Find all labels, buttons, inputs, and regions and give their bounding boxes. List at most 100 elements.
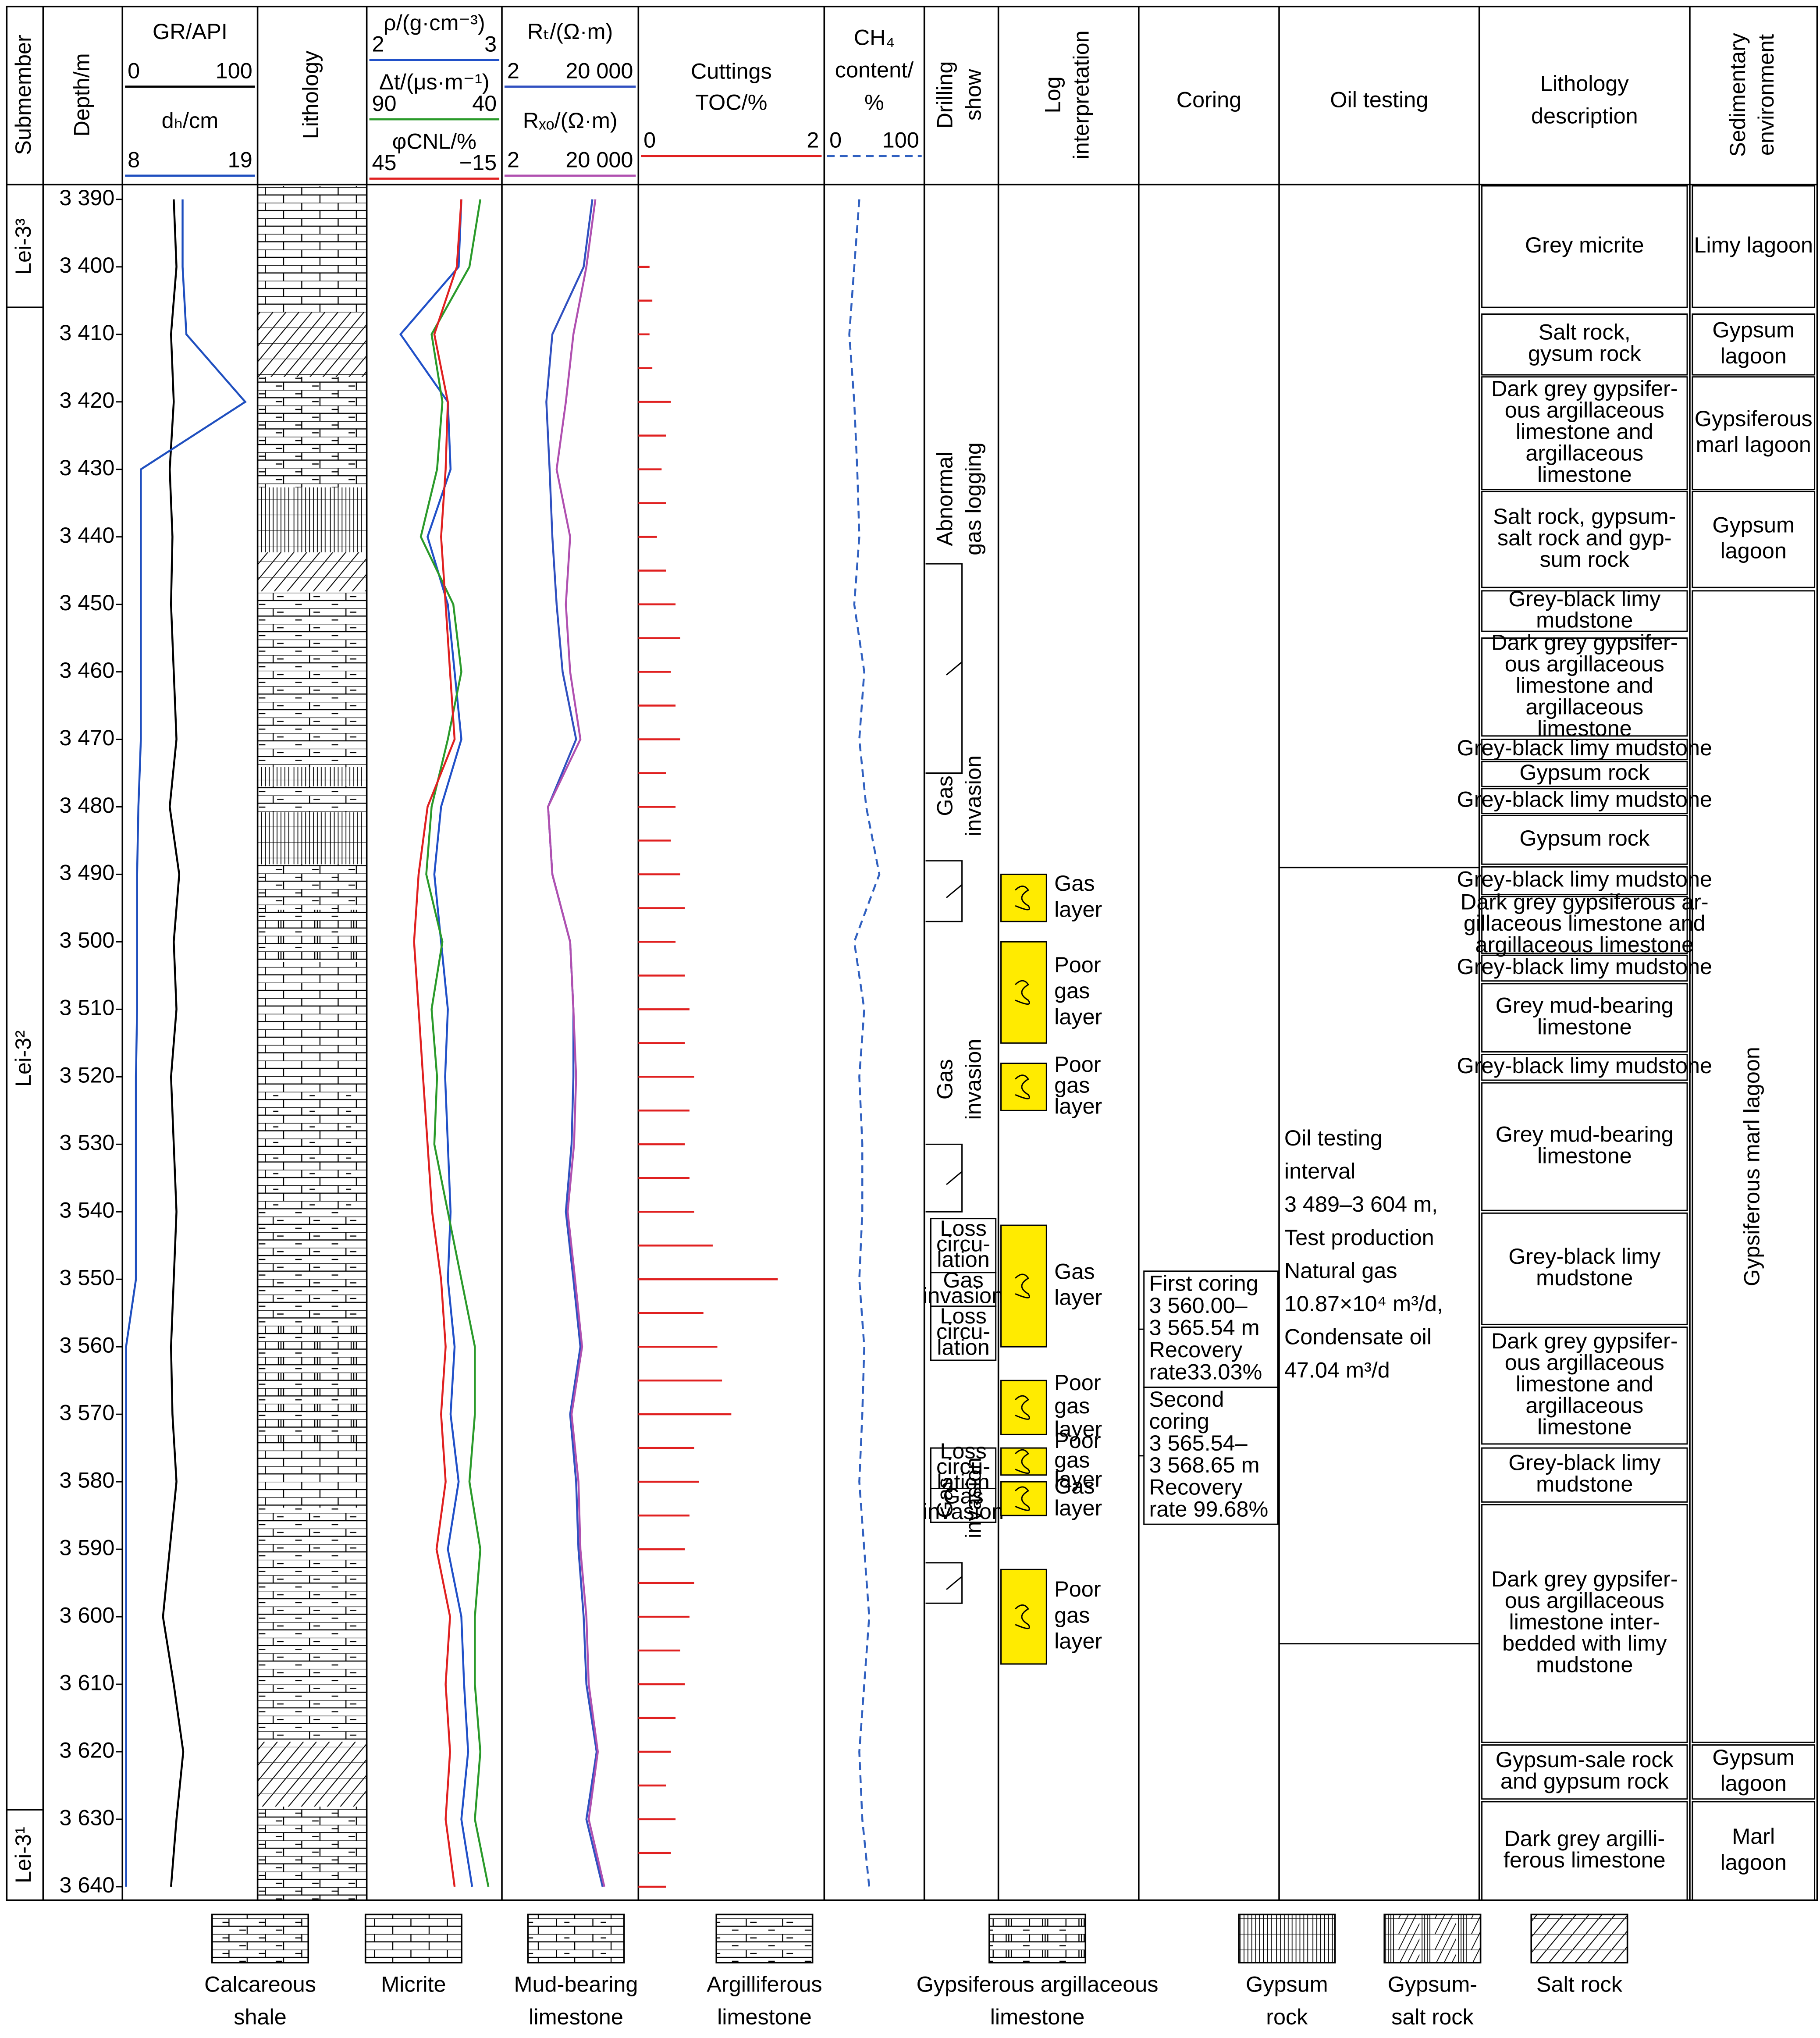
legend-label: Gypsiferous argillaceous [917, 1972, 1159, 1997]
interval-box [1481, 954, 1688, 982]
environment-label: Gypsum [1712, 1745, 1795, 1770]
scale-max: 100 [216, 58, 252, 83]
interpretation-label: layer [1054, 1416, 1102, 1441]
description-label: Grey-black limy [1508, 1450, 1661, 1475]
interval-box [1481, 1744, 1688, 1800]
interpretation-label: layer [1054, 1467, 1102, 1492]
coring-label: 3 560.00– [1149, 1293, 1248, 1318]
interval-box [1481, 491, 1688, 588]
series-name: CH₄ [854, 25, 895, 50]
interpretation-label: layer [1054, 1094, 1102, 1119]
series-name: Rₓₒ/(Ω·m) [523, 108, 618, 133]
description-label: limestone [1537, 1143, 1632, 1168]
interval-box [1481, 1212, 1688, 1325]
coring-label: Recovery [1149, 1337, 1243, 1362]
legend-swatch [1383, 1914, 1482, 1963]
oil-testing-label: interval [1284, 1159, 1355, 1184]
y-tick-label: 3 430 [59, 455, 114, 480]
description-label: Grey-black limy mudstone [1457, 866, 1712, 891]
description-label: mudstone [1536, 1472, 1633, 1497]
legend-label: limestone [717, 2004, 812, 2029]
series-name: TOC/% [695, 90, 767, 115]
y-tick-label: 3 520 [59, 1063, 114, 1088]
scale-max: 100 [882, 127, 919, 152]
interpretation-label: Poor [1054, 1428, 1101, 1453]
description-label: Dark grey gypsifer- [1491, 1566, 1678, 1591]
y-tick-label: 3 560 [59, 1333, 114, 1358]
y-tick-label: 3 640 [59, 1872, 114, 1897]
y-tick-label: 3 570 [59, 1400, 114, 1425]
y-tick-label: 3 550 [59, 1265, 114, 1290]
drilling-symbol [925, 860, 963, 922]
log-curve [413, 199, 462, 1887]
drilling-label: invasion [923, 1499, 1004, 1524]
header: Drilling [932, 61, 957, 128]
series-name: Δt/(μs·m⁻¹) [379, 69, 490, 94]
series-name: GR/API [153, 19, 228, 44]
interval-box [1481, 896, 1688, 954]
scale-min: 45 [372, 150, 397, 175]
description-label: Dark grey argilli- [1504, 1826, 1665, 1851]
log-curve [547, 199, 605, 1887]
interval-box [1692, 185, 1816, 308]
interval-box [1481, 637, 1688, 737]
scale-max: 19 [228, 147, 252, 172]
environment-label: lagoon [1720, 538, 1787, 563]
scale-min: 0 [829, 127, 842, 152]
interval-box [1481, 866, 1688, 896]
gas-layer [1000, 873, 1047, 922]
legend-label: Gypsum [1246, 1972, 1328, 1997]
legend-swatch [988, 1914, 1087, 1963]
interval-box [1481, 761, 1688, 787]
drilling-label: invasion [923, 1283, 1004, 1308]
gas-symbol [1015, 1486, 1030, 1511]
lithology-band [257, 1209, 367, 1326]
drilling-label: Gas [932, 775, 957, 816]
lithology-band [257, 1508, 367, 1742]
description-label: ous argillaceous [1505, 651, 1664, 676]
submember-label: Lei-3³ [11, 218, 36, 275]
drilling-label: Gas [943, 1267, 983, 1292]
description-label: Grey-black limy [1508, 586, 1661, 611]
drilling-label: circu- [936, 1231, 990, 1256]
interpretation-label: gas [1054, 1393, 1090, 1418]
y-tick-label: 3 460 [59, 658, 114, 683]
scale-min: 0 [643, 127, 656, 152]
description-label: limestone [1537, 715, 1632, 740]
header: Oil testing [1330, 87, 1428, 112]
description-label: Dark grey gypsifer- [1491, 376, 1678, 401]
interval-box [1481, 815, 1688, 865]
environment-label: Limy lagoon [1694, 232, 1813, 257]
lithology-band [257, 377, 367, 487]
drilling-label: lation [937, 1334, 989, 1359]
drilling-label: Loss [940, 1438, 986, 1463]
drilling-box [930, 1488, 997, 1523]
interpretation-label: gas [1054, 1073, 1090, 1098]
interval-box [1692, 376, 1816, 491]
submember-label: Lei-3¹ [11, 1827, 36, 1883]
description-label: Grey mud-bearing [1496, 992, 1674, 1017]
y-tick-label: 3 490 [59, 860, 114, 885]
oil-testing-label: Condensate oil [1284, 1324, 1432, 1349]
series-name: Rₜ/(Ω·m) [527, 19, 613, 44]
y-tick-label: 3 440 [59, 523, 114, 548]
description-label: Grey-black limy mudstone [1457, 787, 1712, 812]
coring-label: Recovery [1149, 1474, 1243, 1499]
legend-label: Salt rock [1536, 1972, 1623, 1997]
header: Lithology [1540, 71, 1629, 96]
interval-box [1481, 1447, 1688, 1503]
coring-label: 3 565.54– [1149, 1430, 1248, 1455]
description-label: bedded with limy [1502, 1631, 1667, 1656]
description-label: Dark grey gypsiferous ar- [1461, 889, 1709, 914]
environment-label: lagoon [1720, 343, 1787, 368]
series-name: Cuttings [691, 58, 772, 83]
legend-label: limestone [990, 2004, 1085, 2029]
drilling-label: invasion [961, 1457, 986, 1538]
environment-label: Gypsum [1712, 317, 1795, 342]
y-tick-label: 3 600 [59, 1602, 114, 1627]
description-label: Grey micrite [1525, 232, 1644, 257]
drilling-label: Gas [932, 1477, 957, 1518]
drilling-label: Loss [940, 1303, 986, 1328]
legend-label: Argilliferous [707, 1972, 822, 1997]
description-label: ous argillaceous [1505, 398, 1664, 423]
